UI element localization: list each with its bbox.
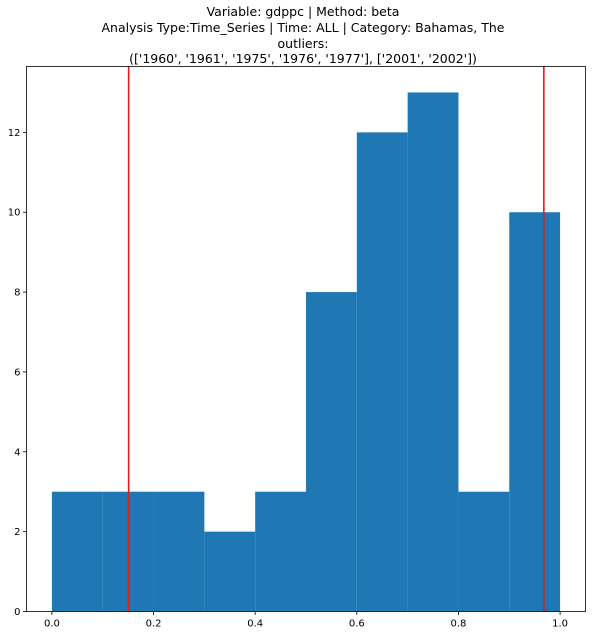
title-line-2: Analysis Type:Time_Series | Time: ALL | … — [102, 20, 505, 35]
y-tick-label: 10 — [8, 208, 21, 219]
x-tick-label: 0.0 — [44, 619, 60, 630]
y-axis-ticks: 0 2 4 6 8 10 12 — [8, 128, 27, 618]
x-tick-label: 1.0 — [552, 619, 568, 630]
histogram-bar-1 — [52, 492, 103, 612]
y-tick-label: 6 — [14, 367, 20, 378]
x-tick-label: 0.2 — [146, 619, 162, 630]
histogram-bar-3 — [154, 492, 205, 612]
y-tick-label: 12 — [8, 128, 21, 139]
chart-title: Variable: gdppc | Method: beta Analysis … — [102, 4, 505, 66]
histogram-bar-5 — [255, 492, 306, 612]
x-tick-label: 0.4 — [247, 619, 263, 630]
y-tick-label: 0 — [14, 607, 20, 618]
histogram-bar-8 — [408, 92, 459, 611]
y-tick-label: 2 — [14, 527, 20, 538]
histogram-bar-4 — [204, 532, 255, 612]
x-tick-label: 0.8 — [451, 619, 467, 630]
title-line-1: Variable: gdppc | Method: beta — [207, 4, 400, 19]
histogram-bar-7 — [357, 132, 408, 611]
y-tick-label: 8 — [14, 288, 20, 299]
histogram-bar-10 — [509, 212, 560, 611]
histogram-bar-6 — [306, 292, 357, 611]
x-axis-ticks: 0.0 0.2 0.4 0.6 0.8 1.0 — [44, 612, 568, 630]
x-tick-label: 0.6 — [349, 619, 365, 630]
y-tick-label: 4 — [14, 447, 20, 458]
title-line-4: (['1960', '1961', '1975', '1976', '1977'… — [129, 51, 477, 66]
title-line-3: outliers: — [278, 36, 329, 51]
histogram-bar-9 — [458, 492, 509, 612]
